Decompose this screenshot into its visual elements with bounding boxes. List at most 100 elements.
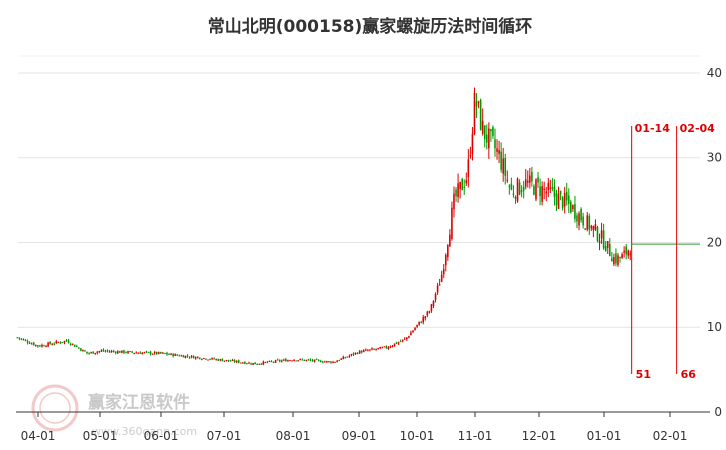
candle-body xyxy=(529,175,531,183)
candle-body xyxy=(621,254,623,259)
candle-body xyxy=(596,227,599,241)
candle-body xyxy=(311,359,314,361)
candle-body xyxy=(53,343,56,345)
candle-body xyxy=(61,342,64,344)
watermark-brand: 赢家江恩软件 xyxy=(88,392,190,413)
candle-body xyxy=(545,191,548,194)
candle-body xyxy=(604,246,607,251)
candle-body xyxy=(219,359,222,361)
candle-body xyxy=(51,344,53,346)
candle-body xyxy=(190,355,193,358)
candle-body xyxy=(471,133,474,155)
candle-body xyxy=(326,360,328,363)
candle-body xyxy=(192,356,195,359)
candle-body xyxy=(565,192,568,201)
candle-body xyxy=(584,228,586,230)
candle-body xyxy=(344,357,347,359)
cycle-date-label: 02-04 xyxy=(680,122,716,135)
candle-body xyxy=(537,177,539,183)
candle-body xyxy=(227,359,230,361)
candle-body xyxy=(447,245,449,258)
candle-body xyxy=(531,172,533,182)
candle-body xyxy=(254,362,256,365)
x-tick-label: 01-01 xyxy=(587,429,622,443)
candle-body xyxy=(90,352,92,354)
candle-body xyxy=(338,360,340,362)
candle-body xyxy=(26,341,29,343)
candle-body xyxy=(127,351,129,354)
candle-body xyxy=(461,178,463,191)
candle-body xyxy=(258,363,261,365)
candle-body xyxy=(246,363,248,365)
candle-body xyxy=(496,148,498,152)
candle-body xyxy=(615,253,617,264)
y-tick-label: 40 xyxy=(707,66,722,80)
candle-body xyxy=(143,352,146,354)
candle-body xyxy=(379,346,381,349)
candle-body xyxy=(340,358,343,360)
candle-body xyxy=(360,350,363,353)
candle-body xyxy=(510,183,513,190)
candle-body xyxy=(469,155,472,157)
candle-body xyxy=(65,340,68,342)
candle-body xyxy=(356,352,359,354)
candle-body xyxy=(377,348,379,350)
candle-body xyxy=(217,359,220,361)
candle-body xyxy=(229,360,232,362)
candle-body xyxy=(393,343,396,347)
candle-body xyxy=(94,352,97,354)
candle-body xyxy=(436,285,439,293)
candle-body xyxy=(444,254,447,266)
candle-body xyxy=(301,359,304,361)
candle-body xyxy=(114,351,117,353)
candle-body xyxy=(295,360,297,362)
candle-body xyxy=(59,342,62,344)
candle-body xyxy=(449,234,451,247)
candle-body xyxy=(467,159,470,178)
candle-body xyxy=(475,101,478,107)
candle-body xyxy=(223,360,226,362)
candle-body xyxy=(553,187,556,197)
candle-body xyxy=(299,359,302,361)
candle-body xyxy=(399,341,402,343)
candle-body xyxy=(205,358,207,360)
candle-body xyxy=(547,182,550,191)
candle-body xyxy=(135,352,138,354)
candle-body xyxy=(352,353,355,355)
candle-body xyxy=(166,352,168,355)
candle-body xyxy=(625,246,627,255)
candle-body xyxy=(73,344,76,347)
candle-body xyxy=(453,193,455,210)
candle-body xyxy=(362,350,365,353)
candle-body xyxy=(235,360,238,363)
candle-body xyxy=(332,361,334,363)
candle-body xyxy=(248,362,250,364)
candle-body xyxy=(572,205,574,210)
candle-body xyxy=(406,337,408,340)
candle-body xyxy=(20,338,23,340)
candle-body xyxy=(602,230,605,249)
y-tick-label: 0 xyxy=(714,405,722,419)
candle-body xyxy=(440,274,443,282)
candle-body xyxy=(256,364,258,366)
candle-body xyxy=(611,258,613,262)
candle-body xyxy=(63,340,66,343)
candle-body xyxy=(522,186,525,191)
candle-body xyxy=(459,181,461,190)
candle-body xyxy=(518,182,521,195)
candle-body xyxy=(75,346,78,348)
candle-body xyxy=(590,225,593,229)
candle-body xyxy=(401,339,404,341)
candle-body xyxy=(428,311,431,313)
candle-body xyxy=(373,348,375,350)
candle-body xyxy=(24,340,27,342)
candle-body xyxy=(598,240,601,243)
y-tick-label: 20 xyxy=(707,235,722,249)
candle-body xyxy=(617,255,619,265)
candle-body xyxy=(498,149,500,154)
candle-body xyxy=(16,337,19,339)
candle-body xyxy=(272,361,275,363)
candle-body xyxy=(350,353,353,356)
x-tick-label: 09-01 xyxy=(342,429,377,443)
candle-body xyxy=(358,350,361,354)
